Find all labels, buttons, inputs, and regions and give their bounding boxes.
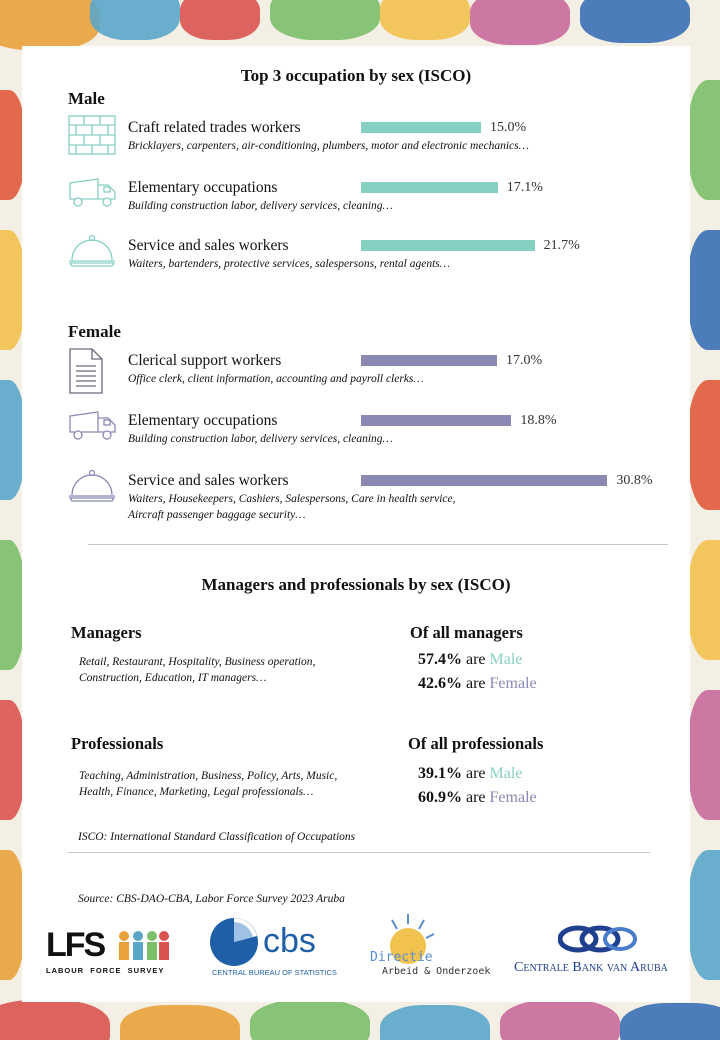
cba-logo-text: Centrale Bank van Aruba (514, 960, 668, 975)
group-heading-male: Male (68, 89, 105, 108)
managers-description-1: Retail, Restaurant, Hospitality, Busines… (79, 656, 316, 668)
professionals-female-pct: 60.9% (418, 789, 462, 806)
female-word: Female (489, 789, 537, 806)
group-heading-female: Female (68, 322, 121, 341)
of-all-managers-heading: Of all managers (410, 623, 523, 642)
bar-male (361, 182, 498, 193)
divider (68, 852, 650, 853)
female-word: Female (489, 675, 537, 692)
managers-description-2: Construction, Education, IT managers… (79, 672, 267, 684)
lfs-logo-text: LFS (46, 926, 106, 964)
of-all-professionals-heading: Of all professionals (408, 734, 544, 753)
occupation-description: Aircraft passenger baggage security… (128, 509, 306, 521)
occupation-description: Waiters, bartenders, protective services… (128, 258, 450, 270)
managers-section-title: Managers and professionals by sex (ISCO) (201, 575, 511, 594)
professionals-male-pct: 39.1% (418, 765, 462, 782)
managers-male-stat: 57.4% are Male (418, 651, 522, 669)
professionals-description-2: Health, Finance, Marketing, Legal profes… (79, 786, 314, 798)
truck-icon (68, 175, 116, 223)
cbs-logo: cbs CENTRAL BUREAU OF STATISTICS (208, 916, 338, 978)
source-note: Source: CBS-DAO-CBA, Labor Force Survey … (78, 893, 345, 905)
professionals-heading: Professionals (71, 734, 164, 753)
lfs-logo-subtitle: LABOUR FORCE SURVEY (46, 966, 165, 975)
occupation-description: Building construction labor, delivery se… (128, 200, 393, 212)
are-word: are (466, 765, 486, 782)
bar-female (361, 355, 497, 366)
divider (88, 544, 668, 545)
occupation-label: Service and sales workers (128, 472, 289, 489)
bar-value-label: 17.0% (506, 353, 543, 368)
cbs-logo-subtitle: CENTRAL BUREAU OF STATISTICS (212, 968, 337, 977)
occupation-label: Service and sales workers (128, 237, 289, 254)
occupation-label: Craft related trades workers (128, 119, 301, 136)
food-cloche-icon (68, 233, 116, 281)
occupation-description: Bricklayers, carpenters, air-conditionin… (128, 140, 529, 152)
isco-footnote: ISCO: International Standard Classificat… (78, 831, 356, 843)
bar-value-label: 30.8% (616, 473, 653, 488)
brick-wall-icon (68, 115, 116, 163)
are-word: are (466, 651, 486, 668)
bar-value-label: 17.1% (506, 180, 543, 195)
are-word: are (466, 675, 486, 692)
professionals-male-stat: 39.1% are Male (418, 765, 522, 783)
dao-logo-text: Directie (370, 950, 433, 965)
bar-female (361, 415, 512, 426)
male-word: Male (489, 651, 523, 668)
dao-logo: Directie Arbeid & Onderzoek (368, 912, 498, 978)
truck-icon (68, 408, 116, 456)
managers-heading: Managers (71, 623, 142, 642)
bar-value-label: 18.8% (520, 413, 557, 428)
managers-male-pct: 57.4% (418, 651, 462, 668)
cbs-logo-text: cbs (263, 922, 316, 960)
occupation-label: Elementary occupations (128, 412, 278, 429)
bar-value-label: 21.7% (543, 238, 580, 253)
infographic-card: Top 3 occupation by sex (ISCO) Male Craf… (22, 46, 690, 1002)
occupation-description: Waiters, Housekeepers, Cashiers, Salespe… (128, 493, 456, 505)
male-word: Male (489, 765, 523, 782)
cba-logo: Centrale Bank van Aruba (514, 924, 686, 980)
occupation-description: Office clerk, client information, accoun… (128, 373, 424, 385)
are-word: are (466, 789, 486, 806)
bar-female (361, 475, 608, 486)
bar-male (361, 240, 535, 251)
occupation-label: Elementary occupations (128, 179, 278, 196)
cba-emblem-icon (558, 925, 637, 953)
managers-female-stat: 42.6% are Female (418, 675, 537, 693)
occupation-label: Clerical support workers (128, 352, 282, 369)
bar-male (361, 122, 481, 133)
managers-female-pct: 42.6% (418, 675, 462, 692)
professionals-description-1: Teaching, Administration, Business, Poli… (79, 770, 338, 782)
food-cloche-icon (68, 468, 116, 516)
occupation-description: Building construction labor, delivery se… (128, 433, 393, 445)
dao-logo-subtitle: Arbeid & Onderzoek (382, 966, 491, 977)
document-icon (68, 348, 116, 396)
bar-value-label: 15.0% (490, 120, 527, 135)
sun-icon (390, 914, 435, 964)
chart-title: Top 3 occupation by sex (ISCO) (240, 66, 472, 85)
people-icon (119, 931, 169, 960)
lfs-logo: LFS LABOUR FORCE SURVEY (46, 926, 176, 978)
pie-logo-icon (210, 918, 258, 966)
professionals-female-stat: 60.9% are Female (418, 789, 537, 807)
